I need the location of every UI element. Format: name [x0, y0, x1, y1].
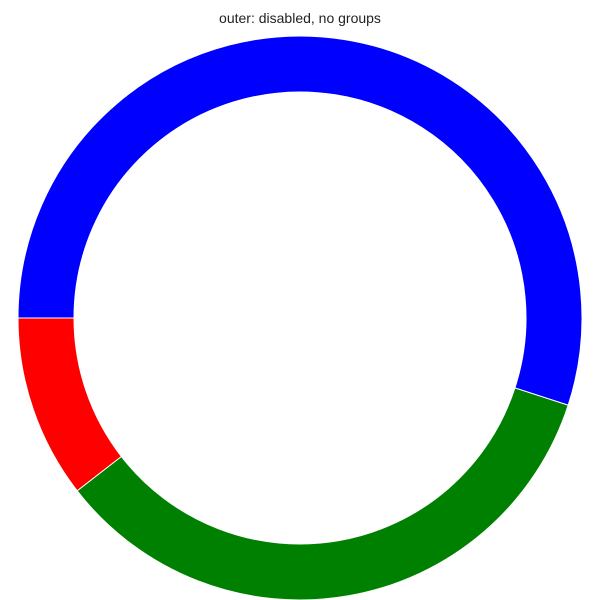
slices-group — [17, 35, 583, 600]
donut-slice-0 — [17, 317, 123, 492]
chart-title: outer: disabled, no groups — [219, 10, 381, 26]
donut-slice-1 — [76, 387, 569, 600]
donut-slice-2 — [17, 35, 583, 406]
